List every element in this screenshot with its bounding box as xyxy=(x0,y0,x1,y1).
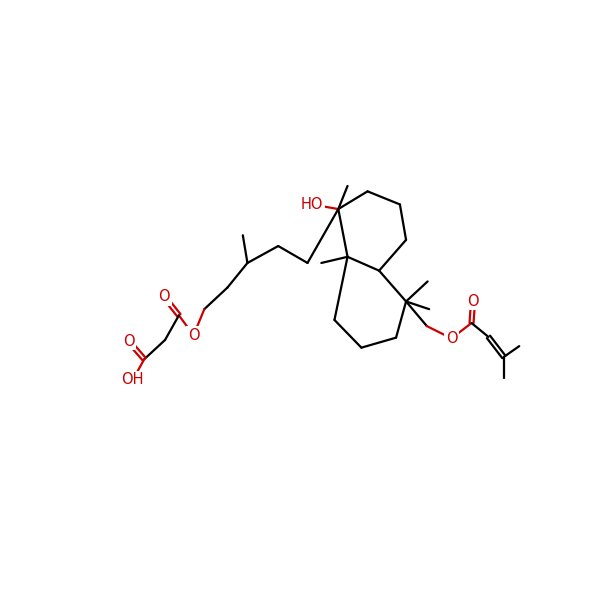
Text: O: O xyxy=(158,289,170,304)
Text: O: O xyxy=(467,294,479,309)
Text: HO: HO xyxy=(301,197,323,212)
Text: O: O xyxy=(123,334,134,349)
Text: O: O xyxy=(188,328,199,343)
Text: OH: OH xyxy=(121,373,144,388)
Text: O: O xyxy=(446,331,457,346)
